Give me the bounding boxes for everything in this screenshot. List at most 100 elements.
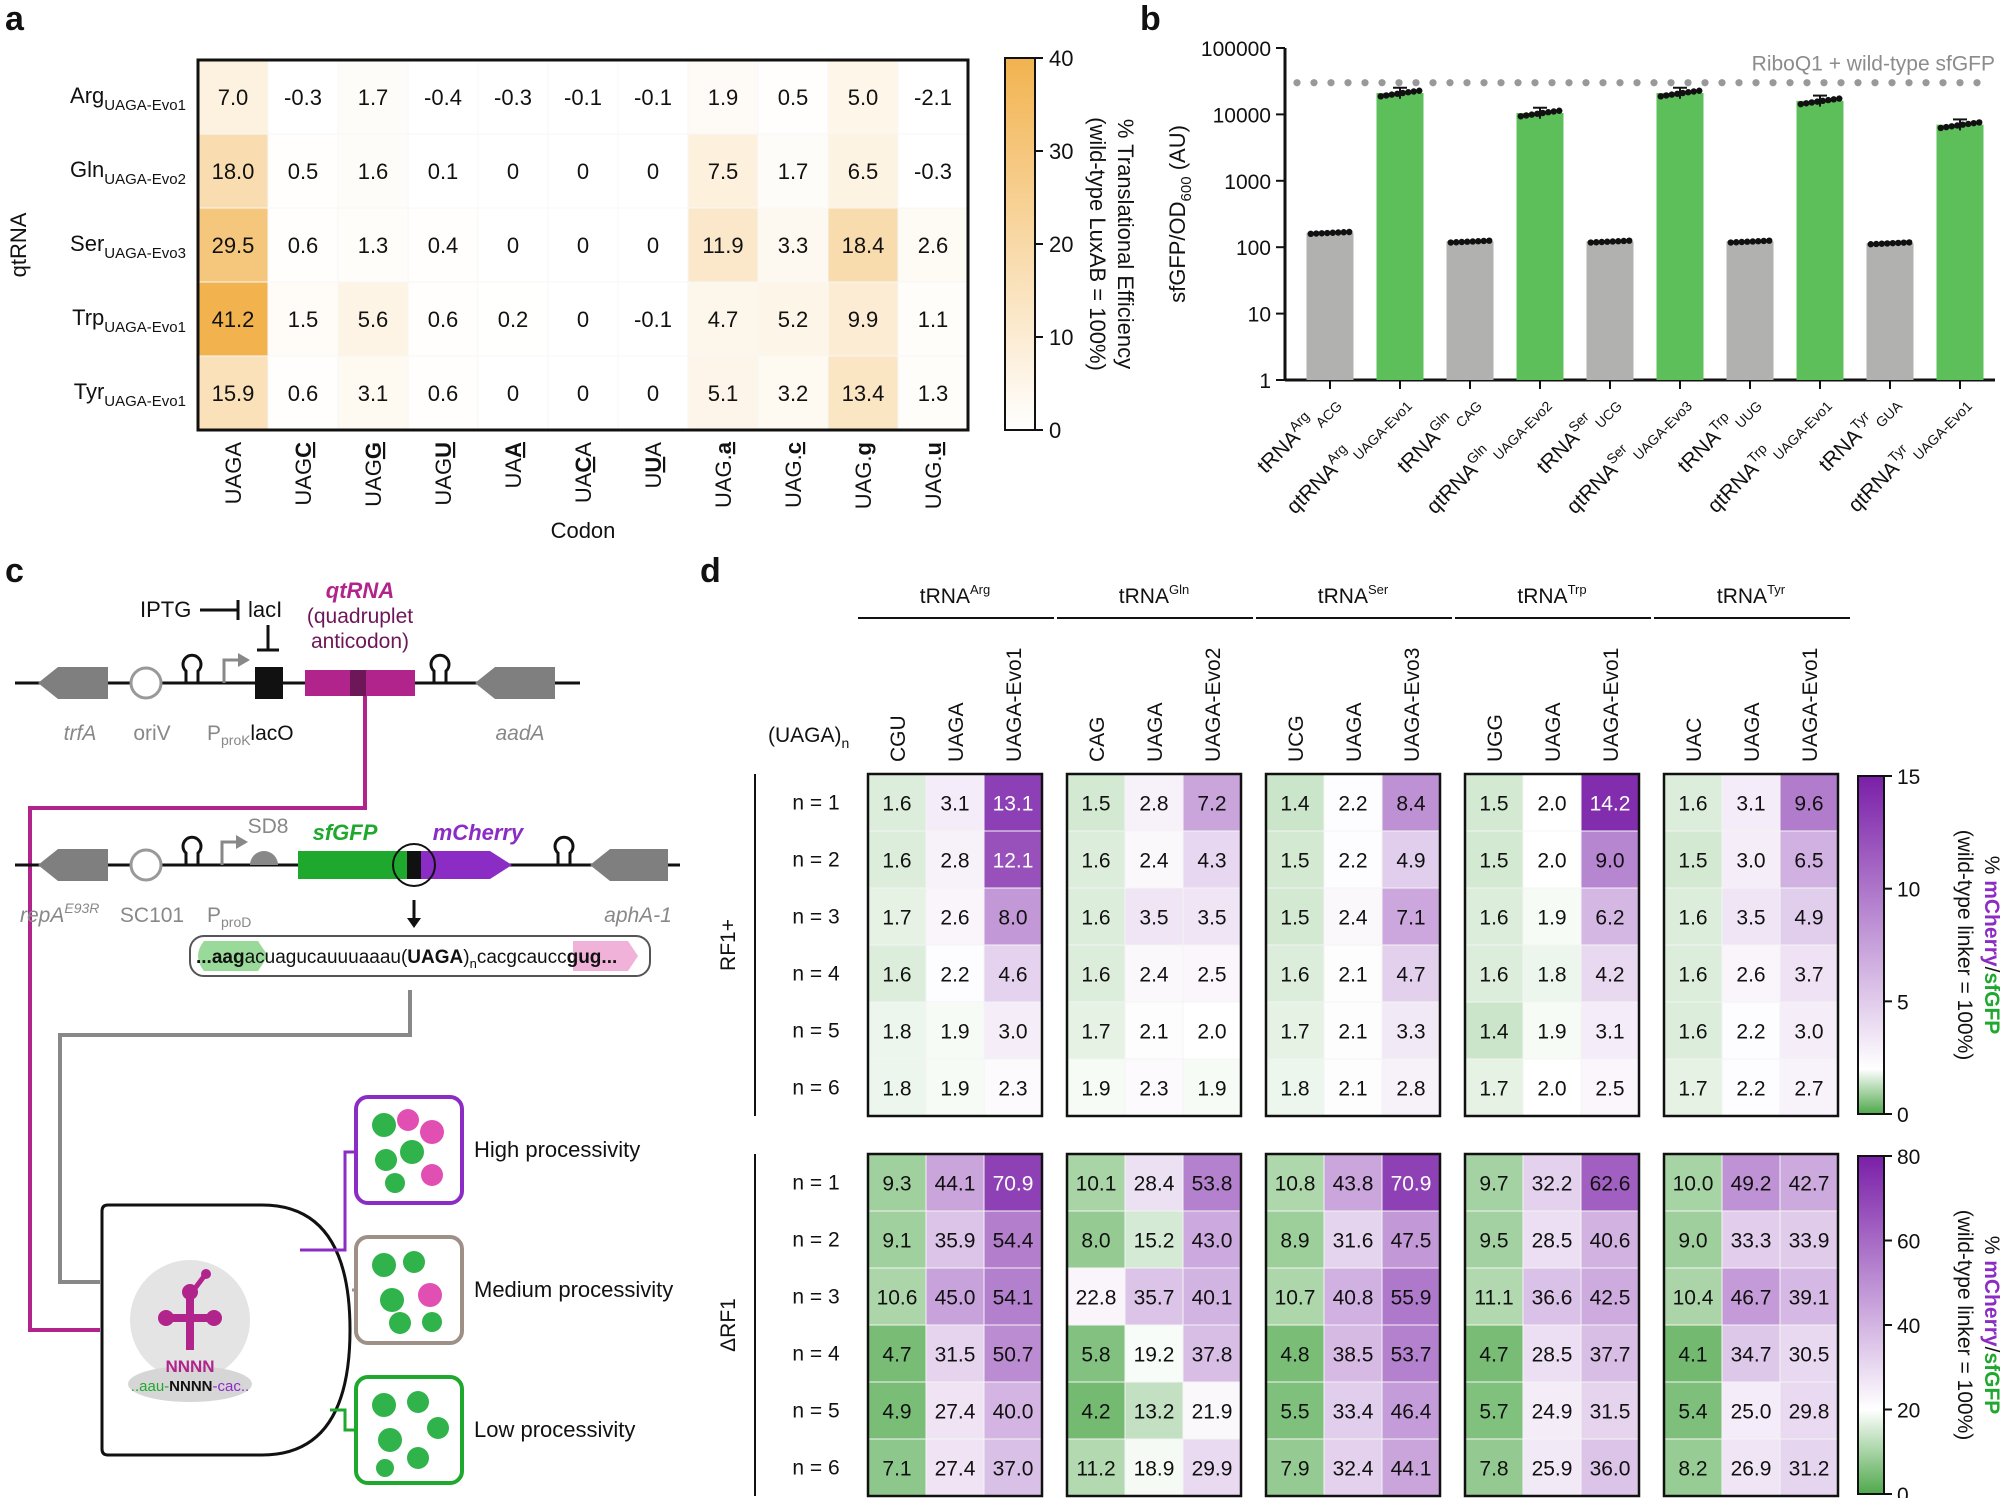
bar-point [1313,230,1320,237]
heatmap-a-value: 1.7 [358,85,389,110]
row-label: n = 5 [792,1400,839,1423]
heatmap-d-frame [866,1152,1044,1498]
heatmap-d-value: 37.8 [1192,1344,1233,1367]
mcherry-gene [420,851,512,879]
heatmap-d-value: 5.8 [1081,1344,1110,1367]
heatmap-d-cell [1323,830,1383,889]
heatmap-a-cell [267,59,339,135]
bar-ylabel-unit: (AU) [1165,125,1190,176]
heatmap-d-cell [1124,830,1184,889]
heatmap-d-value: 1.7 [1678,1078,1707,1101]
heatmap-d-cell [1182,1381,1242,1440]
reference-dot [1803,79,1811,87]
reference-dot [1922,79,1930,87]
reference-dot [1293,79,1301,87]
row-label: n = 1 [792,1172,839,1195]
row-label-sub: UAGA-Evo2 [104,171,186,188]
heatmap-d-value: 43.0 [1192,1230,1233,1253]
bar-point [1937,124,1944,132]
outcome-high [354,1095,464,1205]
heatmap-d-value: 9.0 [1678,1230,1707,1253]
heatmap-d-value: 26.9 [1731,1458,1772,1481]
qtrna-paren-1: (quadruplet [307,605,413,628]
heatmap-d-cell [925,944,985,1003]
heatmap-a-value: 0.6 [428,307,459,332]
bar-point [1906,239,1913,246]
linker-m2: ... [601,947,617,968]
heatmap-a-cell [477,355,549,431]
linker-g2: aag [212,947,245,968]
heatmap-d-value: 2.2 [1736,1078,1765,1101]
colorbar-a-label-1: % Translational Efficiency [1113,119,1138,369]
heatmap-d-value: 6.2 [1595,907,1624,930]
bar [1306,232,1354,380]
heatmap-d-value: 10.8 [1275,1173,1316,1196]
heatmap-d-cell [1663,1001,1723,1060]
heatmap-a-value: 0.1 [428,159,459,184]
heatmap-d-cell [1663,1438,1723,1497]
promoter-proD [220,840,238,865]
bar-point [1517,113,1524,120]
bar-point [1480,237,1487,245]
reference-dot [1786,79,1794,87]
group-sup: Tyr [1767,582,1786,597]
heatmap-d-value: 44.1 [1391,1458,1432,1481]
heatmap-a-cell [547,59,619,135]
aadA-label: aadA [495,722,544,745]
heatmap-d-cell [867,1438,927,1497]
column-label: UAGA [945,702,968,762]
group-prefix: tRNA [920,585,970,608]
bar [1796,100,1844,380]
heatmap-a-col-label: UAG.g [851,442,876,509]
heatmap-d-cell [925,1267,985,1326]
heatmap-d-value: 1.8 [1280,1078,1309,1101]
heatmap-d-frame [1463,1152,1641,1498]
heatmap-d-value: 4.9 [1396,850,1425,873]
bar-point [1954,122,1961,129]
heatmap-d-value: 8.2 [1678,1458,1707,1481]
bar-point [1873,240,1880,248]
heatmap-d-cell [1381,1058,1441,1117]
heatmap-d-cell [1124,1001,1184,1060]
bar-point [1965,120,1972,128]
bar-point [1733,239,1740,246]
heatmap-d-cell [1182,1058,1242,1117]
colorbar-d-label-1: % mCherry/sfGFP [1980,1236,2000,1415]
repa-label: repAE93R [20,900,99,927]
heatmap-d-value: 9.5 [1479,1230,1508,1253]
reference-dot [1752,79,1760,87]
group-header: tRNATrp [1517,582,1586,608]
bar-point [1797,100,1804,108]
column-label: UAGA-Evo2 [1202,648,1225,762]
heatmap-d-cell [1580,773,1640,832]
colorbar-a-tick-label: 20 [1049,232,1073,257]
reference-dot [1701,79,1709,87]
heatmap-a-cell [407,355,479,431]
trfA-gene [38,667,108,699]
terminator-2 [429,653,451,683]
linker-zoom-arrowhead [407,918,421,928]
reference-dot [1650,79,1658,87]
heatmap-d-value: 1.6 [882,964,911,987]
col-label-pre: UA [571,472,596,503]
bar-ylabel: sfGFP/OD600 (AU) [1165,125,1195,303]
bar-point [1464,238,1471,245]
bar-point [1534,110,1541,117]
heatmap-d-cell [925,887,985,946]
cat-sub: UCG [1592,398,1625,431]
heatmap-d-value: 62.6 [1590,1173,1631,1196]
reference-dot [1463,79,1471,87]
heatmap-d-value: 1.6 [1479,964,1508,987]
heatmap-d-value: 1.8 [1537,964,1566,987]
col-label-pre: UAG [291,458,316,506]
heatmap-d-cell [1066,1381,1126,1440]
heatmap-a-value: 0 [647,159,659,184]
heatmap-d-cell [1182,887,1242,946]
col-label-pre: UA [501,458,526,489]
heatmap-d-value: 13.1 [993,793,1034,816]
bar-point [1696,87,1703,94]
heatmap-d-value: 7.1 [882,1458,911,1481]
heatmap-a-cell [617,355,689,431]
heatmap-d-value: 1.8 [882,1078,911,1101]
heatmap-d-cell [925,1153,985,1212]
